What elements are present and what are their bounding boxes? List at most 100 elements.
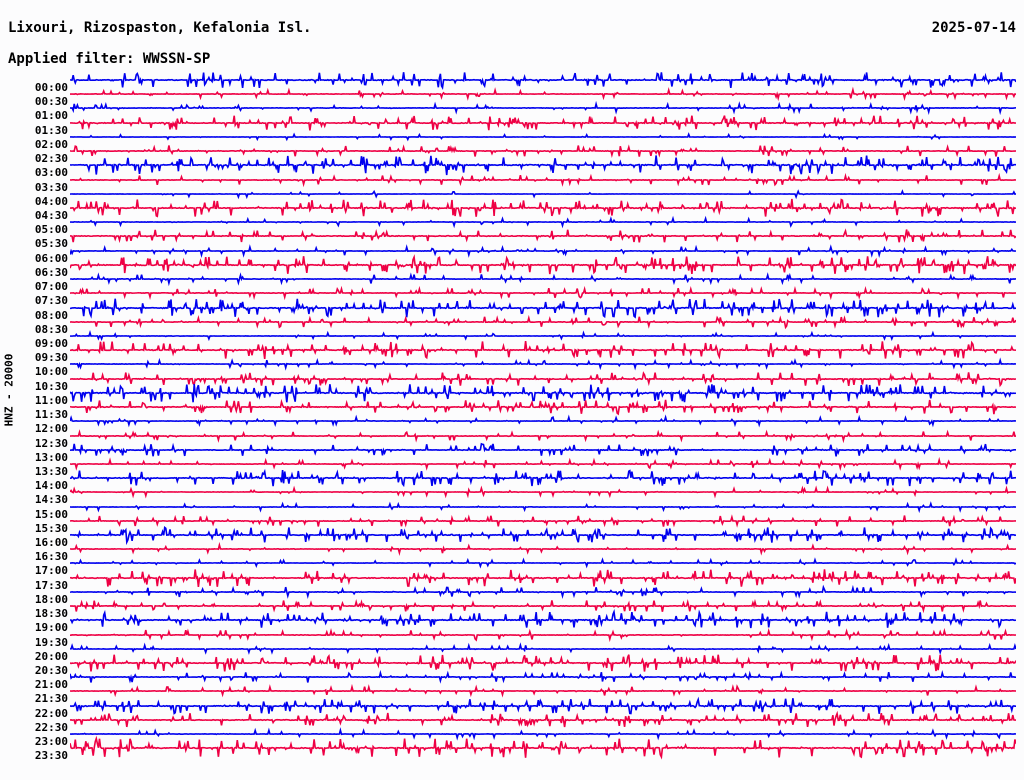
- seismic-trace: [70, 606, 1016, 634]
- trace-row: 04:30: [0, 202, 1024, 230]
- trace-time-label: 04:00: [34, 194, 68, 208]
- trace-time-label: 02:00: [34, 137, 68, 151]
- trace-row: 07:30: [0, 287, 1024, 315]
- trace-row: 01:30: [0, 117, 1024, 145]
- seismic-trace: [70, 663, 1016, 691]
- seismic-trace: [70, 549, 1016, 577]
- trace-time-label: 20:30: [34, 664, 68, 678]
- trace-time-label: 18:30: [34, 607, 68, 621]
- seismic-trace: [70, 194, 1016, 222]
- seismic-trace: [70, 151, 1016, 179]
- seismic-trace: [70, 407, 1016, 435]
- trace-time-label: 17:30: [34, 578, 68, 592]
- seismic-trace: [70, 450, 1016, 478]
- seismic-trace: [70, 677, 1016, 705]
- trace-row: 17:00: [0, 557, 1024, 585]
- trace-row: 18:00: [0, 586, 1024, 614]
- trace-time-label: 06:30: [34, 265, 68, 279]
- trace-time-label: 01:30: [34, 123, 68, 137]
- seismic-trace: [70, 379, 1016, 407]
- trace-row: 08:30: [0, 316, 1024, 344]
- trace-row: 02:30: [0, 145, 1024, 173]
- trace-time-label: 11:30: [34, 408, 68, 422]
- trace-row: 22:30: [0, 714, 1024, 742]
- seismic-trace: [70, 222, 1016, 250]
- trace-time-label: 13:00: [34, 450, 68, 464]
- seismic-trace: [70, 436, 1016, 464]
- trace-time-label: 15:30: [34, 521, 68, 535]
- seismic-trace: [70, 692, 1016, 720]
- trace-row: 10:00: [0, 358, 1024, 386]
- seismic-trace: [70, 66, 1016, 94]
- trace-row: 16:30: [0, 543, 1024, 571]
- seismic-trace: [70, 535, 1016, 563]
- seismic-trace: [70, 308, 1016, 336]
- trace-time-label: 15:00: [34, 507, 68, 521]
- trace-row: 08:00: [0, 302, 1024, 330]
- trace-row: 02:00: [0, 131, 1024, 159]
- trace-time-label: 19:30: [34, 635, 68, 649]
- trace-row: 00:00: [0, 74, 1024, 102]
- trace-time-label: 18:00: [34, 592, 68, 606]
- seismic-trace: [70, 493, 1016, 521]
- trace-time-label: 00:00: [34, 81, 68, 94]
- trace-row: 13:00: [0, 444, 1024, 472]
- trace-row: 21:00: [0, 671, 1024, 699]
- trace-row: 06:00: [0, 245, 1024, 273]
- trace-row: 19:00: [0, 614, 1024, 642]
- seismic-trace: [70, 294, 1016, 322]
- trace-time-label: 09:30: [34, 351, 68, 365]
- trace-time-label: 11:00: [34, 393, 68, 407]
- trace-row: 13:30: [0, 458, 1024, 486]
- trace-row: 11:00: [0, 387, 1024, 415]
- seismic-trace: [70, 208, 1016, 236]
- trace-time-label: 13:30: [34, 464, 68, 478]
- trace-row: 16:00: [0, 529, 1024, 557]
- trace-time-label: 03:00: [34, 166, 68, 180]
- trace-time-label: 01:00: [34, 109, 68, 123]
- trace-time-label: 16:00: [34, 536, 68, 550]
- trace-row: 20:30: [0, 657, 1024, 685]
- seismic-trace: [70, 336, 1016, 364]
- trace-time-label: 22:30: [34, 720, 68, 734]
- trace-row: 17:30: [0, 572, 1024, 600]
- seismic-trace: [70, 478, 1016, 506]
- trace-row: 05:00: [0, 216, 1024, 244]
- trace-row: 14:00: [0, 472, 1024, 500]
- trace-time-label: 21:30: [34, 692, 68, 706]
- trace-time-label: 22:00: [34, 706, 68, 720]
- seismic-trace: [70, 393, 1016, 421]
- seismic-trace: [70, 464, 1016, 492]
- trace-time-label: 07:30: [34, 294, 68, 308]
- trace-row: 18:30: [0, 600, 1024, 628]
- trace-time-label: 20:00: [34, 649, 68, 663]
- applied-filter-label: Applied filter: WWSSN-SP: [8, 51, 211, 67]
- page-title: Lixouri, Rizospaston, Kefalonia Isl.: [8, 20, 312, 36]
- seismic-trace: [70, 649, 1016, 677]
- seismic-trace: [70, 734, 1016, 762]
- trace-row: 00:30: [0, 88, 1024, 116]
- seismic-trace: [70, 265, 1016, 293]
- trace-time-label: 16:30: [34, 550, 68, 564]
- trace-time-label: 14:00: [34, 479, 68, 493]
- seismic-trace: [70, 251, 1016, 279]
- seismic-trace: [70, 137, 1016, 165]
- trace-row: 23:30: [0, 742, 1024, 770]
- trace-time-label: 06:00: [34, 251, 68, 265]
- seismic-trace: [70, 592, 1016, 620]
- trace-time-label: 17:00: [34, 564, 68, 578]
- seismic-trace: [70, 94, 1016, 122]
- trace-row: 06:30: [0, 259, 1024, 287]
- trace-time-label: 02:30: [34, 152, 68, 166]
- seismic-trace: [70, 521, 1016, 549]
- trace-row: 15:00: [0, 501, 1024, 529]
- seismic-trace: [70, 507, 1016, 535]
- trace-time-label: 05:30: [34, 237, 68, 251]
- seismic-trace: [70, 80, 1016, 108]
- trace-row: 01:00: [0, 102, 1024, 130]
- seismic-trace: [70, 237, 1016, 265]
- seismic-trace: [70, 720, 1016, 748]
- trace-time-label: 12:30: [34, 436, 68, 450]
- trace-time-label: 23:30: [34, 749, 68, 763]
